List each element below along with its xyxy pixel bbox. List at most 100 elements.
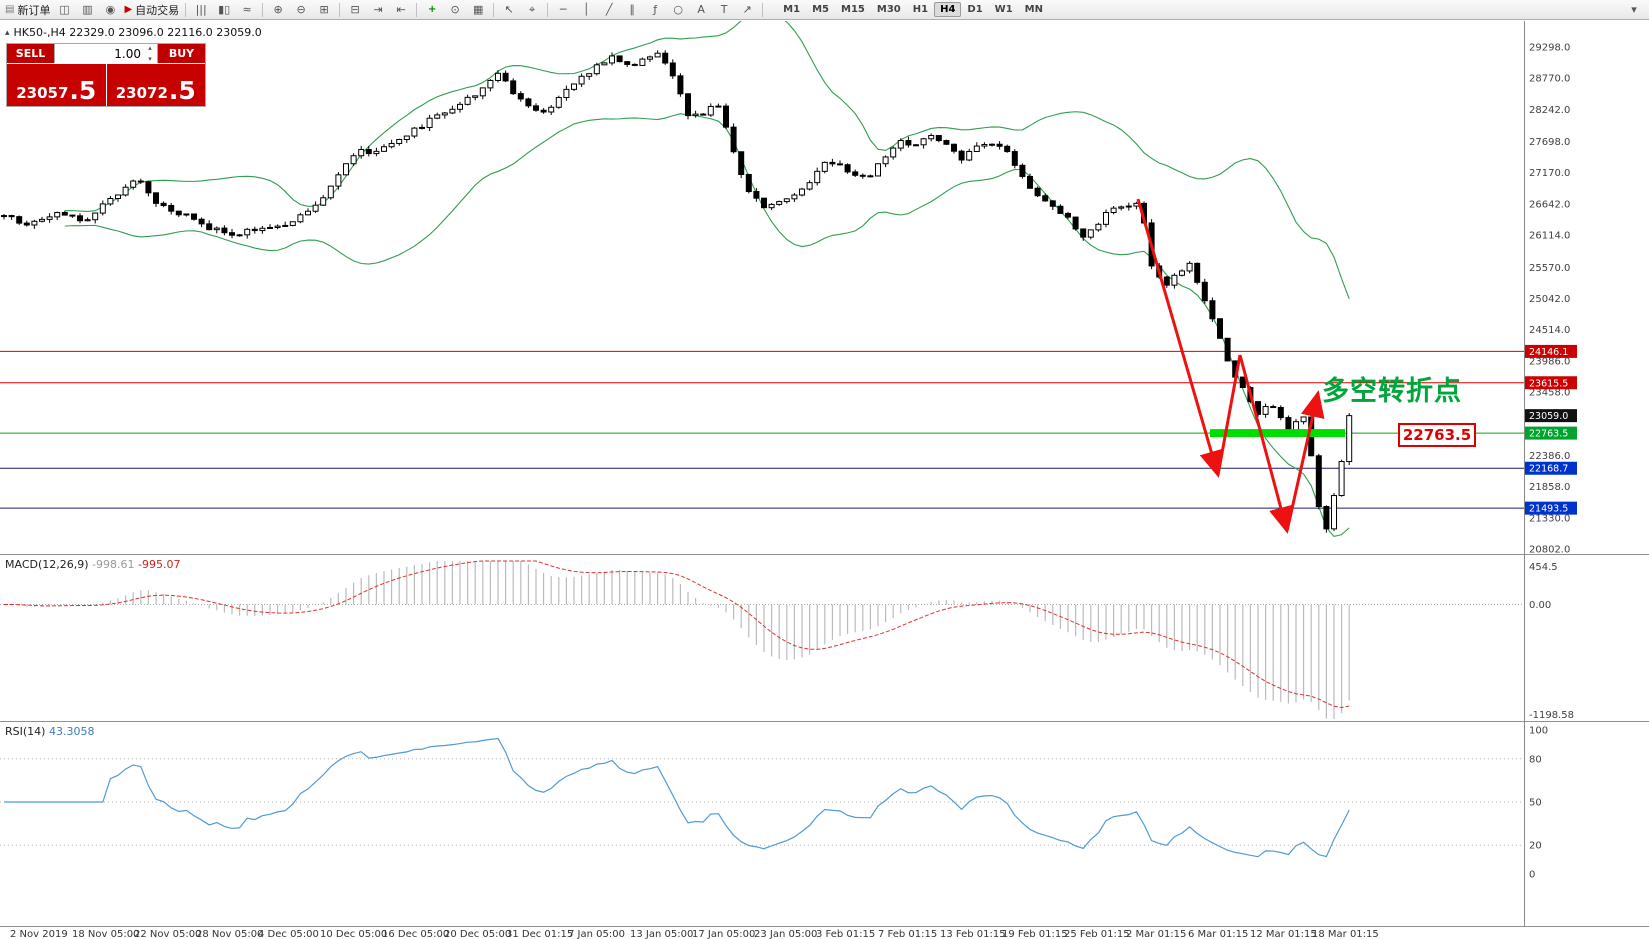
svg-text:12 Mar 01:15: 12 Mar 01:15 <box>1250 929 1317 939</box>
svg-text:22168.7: 22168.7 <box>1529 464 1568 475</box>
svg-text:4 Dec 05:00: 4 Dec 05:00 <box>258 929 319 939</box>
timeframe-m30[interactable]: M30 <box>876 4 901 15</box>
svg-text:26114.0: 26114.0 <box>1529 231 1570 242</box>
timeframe-group: M1 M5 M15 M30 H1 H4 D1 W1 MN <box>777 2 1049 17</box>
volume-down-icon[interactable]: ▾ <box>148 55 152 63</box>
fibonacci-icon[interactable]: ƒ <box>653 3 658 16</box>
volume-value: 1.00 <box>114 46 141 61</box>
bar-chart-icon[interactable]: ||| <box>195 3 207 16</box>
new-order-label: 新订单 <box>17 3 51 17</box>
svg-text:22763.5: 22763.5 <box>1529 429 1568 440</box>
arrows-tool-icon[interactable]: ↗ <box>742 3 752 16</box>
navigator-icon[interactable]: ◫ <box>59 3 70 16</box>
shapes-icon[interactable]: ○ <box>673 3 683 16</box>
macd-histogram <box>11 561 1350 719</box>
new-chart-icon[interactable]: ⊟ <box>350 3 360 16</box>
svg-text:31 Dec 01:15: 31 Dec 01:15 <box>506 929 573 939</box>
terminal-icon[interactable]: ▥ <box>82 3 93 16</box>
auto-scroll-icon[interactable]: ⇥ <box>373 3 383 16</box>
turning-point-annotation[interactable]: 多空转折点 <box>1322 376 1462 407</box>
line-chart-icon[interactable]: ≈ <box>242 3 252 16</box>
timeframe-h1[interactable]: H1 <box>912 4 929 15</box>
svg-text:3 Feb 01:15: 3 Feb 01:15 <box>816 929 875 939</box>
periods-icon[interactable]: ⊙ <box>450 3 460 16</box>
auto-trading-icon: ▶ <box>124 4 133 15</box>
buy-button[interactable]: BUY <box>158 44 205 63</box>
pivot-price-label[interactable]: 22763.5 <box>1398 423 1476 447</box>
vertical-line-icon[interactable]: │ <box>582 3 590 16</box>
price-axis-markers: 24146.1 23615.5 23059.0 22763.5 22168.7 21493… <box>1525 344 1577 515</box>
volume-up-icon[interactable]: ▴ <box>148 44 152 52</box>
candlestick-chart-icon[interactable]: ▮▯ <box>218 3 231 16</box>
toolbar-overflow-icon[interactable]: ▾ <box>1631 3 1637 16</box>
svg-text:13 Jan 05:00: 13 Jan 05:00 <box>630 929 693 939</box>
toolbar: ▤ 新订单 ◫ ▥ ◉ ▶ 自动交易 ||| ▮▯ ≈ ⊕ ⊖ ⊞ ⊟ ⇥ ⇤ … <box>0 0 1649 20</box>
toolbar-separator <box>262 2 264 17</box>
toolbar-separator <box>416 2 418 17</box>
timeframe-w1[interactable]: W1 <box>994 4 1013 15</box>
svg-text:28770.0: 28770.0 <box>1529 74 1570 85</box>
zoom-out-icon[interactable]: ⊖ <box>296 3 306 16</box>
pane-splitter[interactable] <box>0 924 1649 929</box>
pane-splitter[interactable] <box>0 719 1649 724</box>
chart-canvas[interactable]: 29298.0 28770.0 28242.0 27698.0 27170.0 26642… <box>0 21 1649 939</box>
svg-text:20 Dec 05:00: 20 Dec 05:00 <box>444 929 511 939</box>
new-order-button[interactable]: ▤ 新订单 <box>3 2 52 18</box>
text-label-icon[interactable]: T <box>720 3 728 16</box>
sell-price-button[interactable]: 23057 .5 <box>7 64 106 106</box>
svg-text:80: 80 <box>1529 754 1542 765</box>
svg-text:100: 100 <box>1529 726 1548 737</box>
buy-price-button[interactable]: 23072 .5 <box>105 64 205 106</box>
svg-text:28 Nov 05:00: 28 Nov 05:00 <box>196 929 263 939</box>
chart-area: 29298.0 28770.0 28242.0 27698.0 27170.0 26642… <box>0 21 1649 939</box>
volume-input[interactable]: 1.00 ▴ ▾ <box>54 44 158 63</box>
svg-text:2 Nov 2019: 2 Nov 2019 <box>10 929 68 939</box>
toolbar-separator <box>762 2 764 17</box>
trend-arrows[interactable] <box>1136 198 1325 534</box>
svg-text:13 Feb 01:15: 13 Feb 01:15 <box>940 929 1006 939</box>
svg-text:-1198.58: -1198.58 <box>1529 710 1574 721</box>
one-click-trading-panel: SELL 1.00 ▴ ▾ BUY 23057 .5 23072 .5 <box>6 43 206 107</box>
text-icon[interactable]: A <box>697 3 705 16</box>
trendline-icon[interactable]: ╱ <box>605 3 613 16</box>
timeframe-d1[interactable]: D1 <box>967 4 983 15</box>
timeframe-m15[interactable]: M15 <box>841 4 865 15</box>
svg-text:28242.0: 28242.0 <box>1529 105 1570 116</box>
community-icon[interactable]: ◉ <box>105 3 116 16</box>
svg-text:22 Nov 05:00: 22 Nov 05:00 <box>134 929 201 939</box>
svg-text:0: 0 <box>1529 870 1535 881</box>
pane-splitter[interactable] <box>0 552 1649 557</box>
timeframe-mn[interactable]: MN <box>1024 4 1043 15</box>
timeframe-m1[interactable]: M1 <box>783 4 801 15</box>
templates-icon[interactable]: ▦ <box>472 3 484 16</box>
svg-text:454.5: 454.5 <box>1529 562 1558 573</box>
rsi-label: RSI(14) 43.3058 <box>5 725 94 738</box>
horizontal-line-icon[interactable]: ─ <box>559 3 567 16</box>
timeframe-h4[interactable]: H4 <box>934 2 962 17</box>
channel-icon[interactable]: ∥ <box>629 3 635 16</box>
toolbar-separator <box>185 2 187 17</box>
sell-button[interactable]: SELL <box>7 44 54 63</box>
rsi-name: RSI(14) <box>5 725 46 738</box>
crosshair-icon[interactable]: ⌖ <box>529 2 536 16</box>
timeframe-m5[interactable]: M5 <box>812 4 829 15</box>
svg-text:27698.0: 27698.0 <box>1529 137 1570 148</box>
macd-label: MACD(12,26,9) -998.61 -995.07 <box>5 558 180 571</box>
cursor-icon[interactable]: ↖ <box>504 3 514 16</box>
svg-text:23615.5: 23615.5 <box>1529 378 1568 389</box>
one-click-collapse-icon[interactable]: ▴ <box>5 27 10 38</box>
auto-trading-button[interactable]: ▶ 自动交易 <box>122 2 181 18</box>
buy-price-fraction: .5 <box>168 76 196 105</box>
svg-text:26642.0: 26642.0 <box>1529 199 1570 210</box>
pivot-zone[interactable] <box>1210 429 1345 438</box>
chart-shift-icon[interactable]: ⇤ <box>396 3 406 16</box>
zoom-in-icon[interactable]: ⊕ <box>273 3 283 16</box>
toolbar-separator <box>339 2 341 17</box>
svg-text:18 Mar 01:15: 18 Mar 01:15 <box>1312 929 1379 939</box>
svg-text:23 Jan 05:00: 23 Jan 05:00 <box>754 929 817 939</box>
indicators-icon[interactable]: + <box>427 4 437 15</box>
grid-icon[interactable]: ⊞ <box>319 3 329 16</box>
svg-text:24146.1: 24146.1 <box>1529 347 1568 358</box>
ohlc-readout: HK50-,H4 22329.0 23096.0 22116.0 23059.0 <box>13 26 262 39</box>
